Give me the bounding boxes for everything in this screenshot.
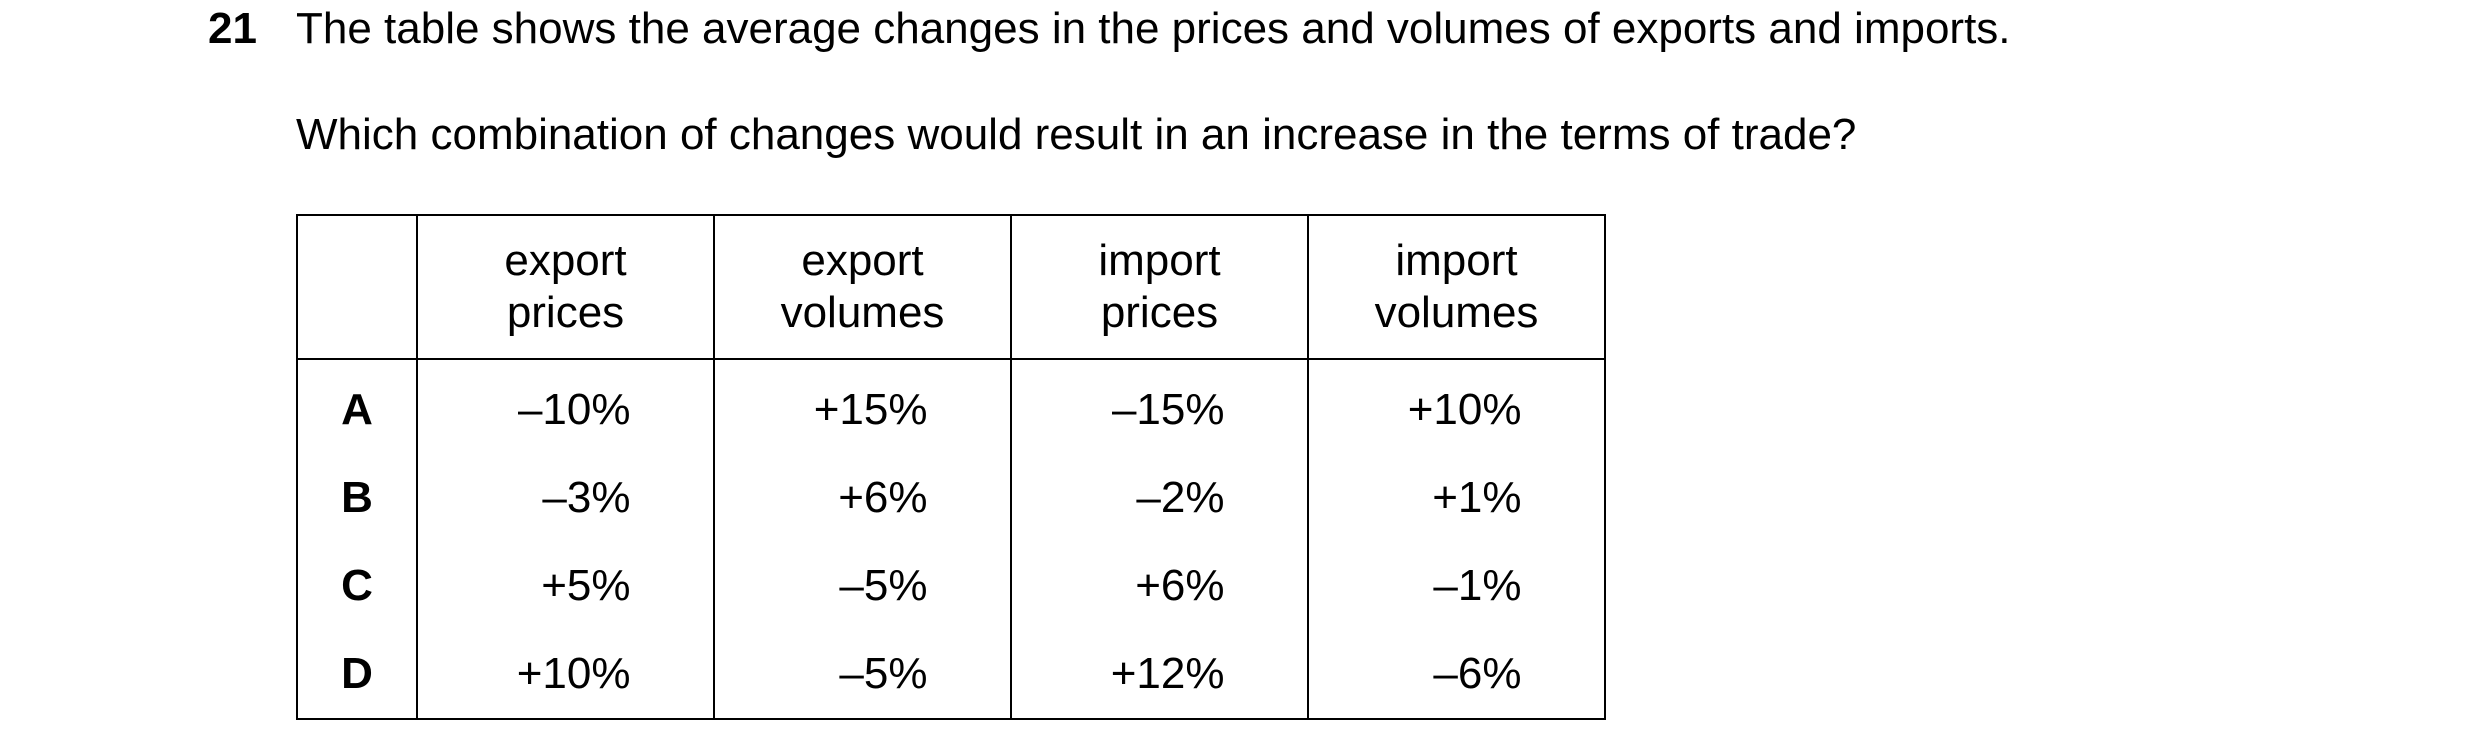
table-cell: +12% (1010, 630, 1309, 720)
header-import-prices: import prices (1010, 214, 1309, 360)
table-cell: +6% (713, 454, 1012, 542)
table-cell: +1% (1307, 454, 1606, 542)
cell-value: –10% (517, 385, 631, 434)
header-export-prices: export prices (416, 214, 715, 360)
header-export-volumes: export volumes (713, 214, 1012, 360)
header-line: prices (1100, 288, 1219, 337)
table-cell: –5% (713, 630, 1012, 720)
changes-table: export prices export volumes import pric… (296, 214, 1606, 720)
header-line: import (1395, 236, 1518, 285)
cell-value: –2% (1136, 473, 1225, 522)
table-cell: –6% (1307, 630, 1606, 720)
question-number: 21 (208, 4, 257, 53)
header-line: volumes (1374, 288, 1539, 337)
cell-value: +10% (1407, 385, 1522, 434)
cell-value: –3% (542, 473, 631, 522)
cell-value: +1% (1432, 473, 1522, 522)
header-line: export (504, 236, 627, 285)
table-row: B –3% +6% –2% +1% (296, 454, 1606, 542)
cell-value: +12% (1110, 649, 1225, 698)
table-cell: –2% (1010, 454, 1309, 542)
option-key: C (296, 542, 418, 630)
question-prompt: Which combination of changes would resul… (296, 110, 1857, 159)
cell-value: –6% (1433, 649, 1522, 698)
table-cell: +6% (1010, 542, 1309, 630)
table-cell: +15% (713, 359, 1012, 454)
table-row: A –10% +15% –15% +10% (296, 359, 1606, 454)
table-cell: –10% (416, 359, 715, 454)
option-key: A (296, 359, 418, 454)
option-key: B (296, 454, 418, 542)
option-key: D (296, 630, 418, 720)
header-line: import (1098, 236, 1221, 285)
cell-value: –1% (1433, 561, 1522, 610)
table-cell: +10% (1307, 359, 1606, 454)
table-header-row: export prices export volumes import pric… (296, 214, 1606, 360)
question-stem: The table shows the average changes in t… (296, 4, 2011, 53)
table-cell: –1% (1307, 542, 1606, 630)
header-line: export (801, 236, 924, 285)
cell-value: –15% (1111, 385, 1225, 434)
table-cell: +5% (416, 542, 715, 630)
table-cell: –15% (1010, 359, 1309, 454)
cell-value: +10% (516, 649, 631, 698)
cell-value: +5% (541, 561, 631, 610)
table-row: D +10% –5% +12% –6% (296, 630, 1606, 720)
header-import-volumes: import volumes (1307, 214, 1606, 360)
table-row: C +5% –5% +6% –1% (296, 542, 1606, 630)
cell-value: +6% (1135, 561, 1225, 610)
header-line: volumes (780, 288, 945, 337)
cell-value: –5% (839, 649, 928, 698)
table-cell: –5% (713, 542, 1012, 630)
header-line: prices (506, 288, 625, 337)
cell-value: –5% (839, 561, 928, 610)
table-cell: +10% (416, 630, 715, 720)
table-cell: –3% (416, 454, 715, 542)
header-empty-cell (296, 214, 418, 360)
cell-value: +6% (838, 473, 928, 522)
cell-value: +15% (813, 385, 928, 434)
